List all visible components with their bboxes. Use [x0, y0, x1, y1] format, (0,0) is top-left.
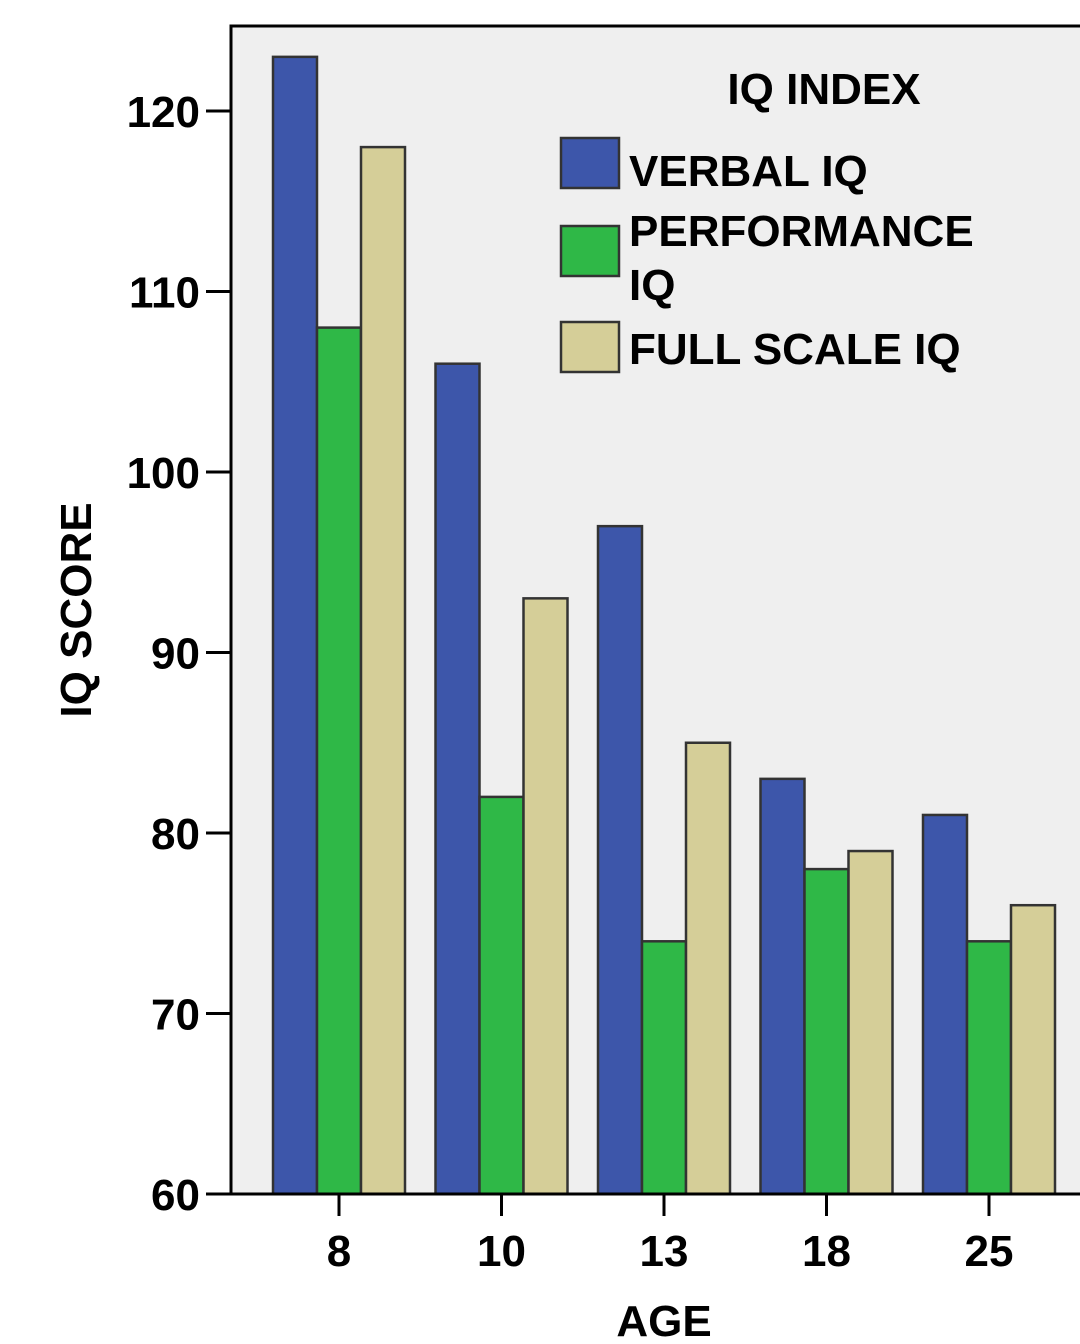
x-tick-label: 25: [965, 1227, 1014, 1276]
y-tick-label: 110: [129, 269, 200, 318]
bar-age-10-series-1: [434, 362, 481, 1196]
x-tick-label: 18: [802, 1227, 851, 1276]
legend-swatch-1: [559, 136, 621, 190]
legend-swatch-3: [559, 320, 621, 374]
bar-age-13-series-1: [596, 524, 644, 1196]
y-tick-label: 90: [151, 630, 200, 679]
bar-age-8-series-1: [271, 55, 319, 1196]
bar-age-10-series-2: [478, 795, 525, 1196]
bar-age-25-series-3: [1009, 903, 1057, 1196]
legend-label-1: VERBAL IQ: [629, 147, 868, 196]
x-tick-label: 10: [477, 1227, 526, 1276]
bar-age-25-series-1: [921, 813, 969, 1196]
y-axis-title: IQ SCORE: [52, 502, 101, 717]
bar-age-8-series-3: [359, 145, 407, 1196]
bar-age-18-series-2: [803, 867, 850, 1196]
y-tick-label: 70: [151, 991, 200, 1040]
legend: IQ INDEX VERBAL IQ PERFORMANCE IQ FULL SCAL…: [559, 65, 974, 374]
bar-age-18-series-1: [759, 777, 806, 1196]
legend-label-2: PERFORMANCE: [629, 207, 974, 256]
x-tick-label: 8: [327, 1227, 351, 1276]
x-tick-label: 13: [640, 1227, 689, 1276]
legend-title: IQ INDEX: [727, 65, 920, 114]
x-axis-title: AGE: [616, 1297, 711, 1344]
bar-age-10-series-3: [522, 597, 569, 1196]
y-tick-label: 80: [151, 810, 200, 859]
bar-age-13-series-2: [640, 940, 688, 1196]
x-ticks-group: 8 10 13 18 25: [327, 1194, 1014, 1276]
bar-age-18-series-3: [847, 849, 894, 1196]
legend-label-3: FULL SCALE IQ: [629, 325, 961, 374]
y-tick-label: 120: [127, 88, 200, 137]
legend-swatch-2: [559, 224, 621, 278]
y-tick-label: 60: [151, 1171, 200, 1220]
legend-label-2: IQ: [629, 261, 675, 310]
y-tick-label: 100: [127, 449, 200, 498]
y-ticks-group: 60 70 80 90 100 110 120: [127, 88, 231, 1220]
bar-age-8-series-2: [315, 326, 363, 1196]
bar-age-13-series-3: [684, 741, 732, 1196]
bar-age-25-series-2: [965, 940, 1013, 1196]
